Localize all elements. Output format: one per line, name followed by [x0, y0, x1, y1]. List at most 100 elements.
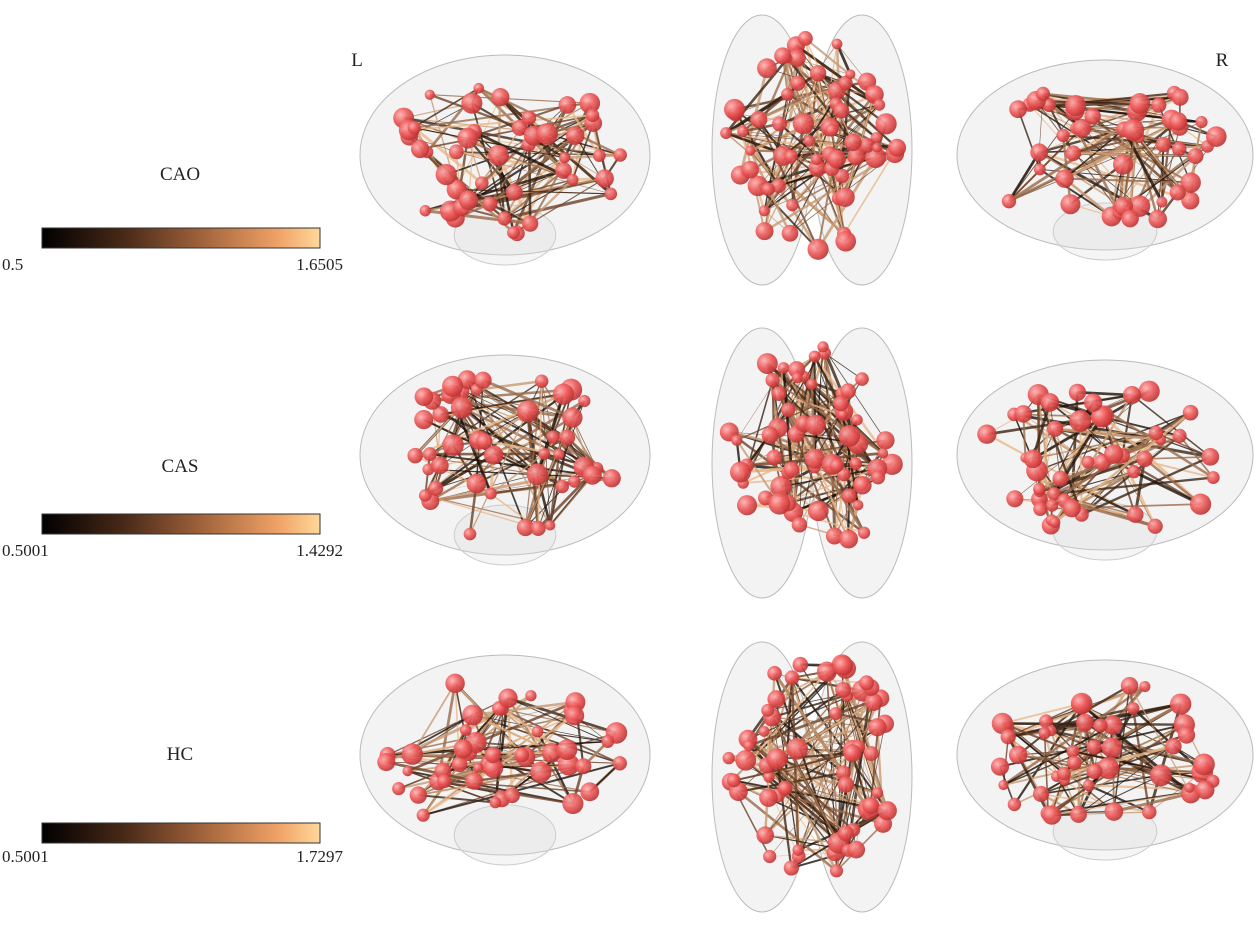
node [535, 374, 548, 387]
node [1104, 445, 1123, 464]
node [377, 753, 395, 771]
node [833, 396, 848, 411]
node [847, 841, 865, 859]
node [793, 113, 814, 134]
brain [712, 642, 912, 912]
node [553, 384, 574, 405]
node [504, 787, 520, 803]
node [1122, 119, 1144, 141]
node [1057, 767, 1071, 781]
node [476, 433, 492, 449]
node [565, 706, 585, 726]
node [514, 748, 529, 763]
node [566, 126, 584, 144]
node [838, 825, 854, 841]
node [835, 231, 856, 252]
side-label-left: L [351, 50, 363, 71]
node [482, 196, 497, 211]
node [1008, 798, 1021, 811]
node [737, 495, 757, 515]
node [778, 781, 793, 796]
node [768, 493, 790, 515]
node [559, 430, 575, 446]
node [832, 39, 843, 50]
node [786, 199, 798, 211]
node [793, 657, 809, 673]
node [763, 850, 776, 863]
node [1084, 108, 1100, 124]
node [1184, 783, 1194, 793]
node [757, 353, 778, 374]
brain [712, 328, 912, 598]
node [1139, 681, 1150, 692]
node [888, 139, 906, 157]
node [507, 226, 520, 239]
node [1009, 746, 1027, 764]
node [808, 501, 829, 522]
node [567, 174, 579, 186]
node [1195, 116, 1207, 128]
node [473, 763, 483, 773]
node [807, 239, 828, 260]
node [759, 788, 778, 807]
node [1083, 780, 1095, 792]
node [442, 376, 463, 397]
node [1173, 429, 1187, 443]
node [449, 144, 464, 159]
node [1136, 451, 1152, 467]
node [1188, 148, 1204, 164]
node [1183, 405, 1199, 421]
node [1156, 137, 1171, 152]
node [604, 188, 617, 201]
node [488, 145, 509, 166]
node [858, 527, 870, 539]
node [545, 520, 555, 530]
node [437, 774, 451, 788]
node [1148, 210, 1167, 229]
node [586, 109, 599, 122]
node [436, 164, 457, 185]
node [781, 88, 794, 101]
node [475, 176, 489, 190]
node [425, 90, 435, 100]
node [442, 434, 464, 456]
node [735, 750, 756, 771]
node [1172, 89, 1189, 106]
node [835, 682, 851, 698]
node [1121, 677, 1139, 695]
node [727, 773, 741, 787]
node [767, 666, 782, 681]
node [1169, 112, 1187, 130]
node [530, 762, 551, 783]
node [1165, 738, 1182, 755]
node [562, 793, 583, 814]
node [785, 670, 800, 685]
node [583, 466, 602, 485]
node [1009, 100, 1027, 118]
node [1156, 196, 1167, 207]
node [1148, 519, 1163, 534]
node [559, 152, 570, 163]
node [756, 826, 774, 844]
node [452, 756, 468, 772]
node [1001, 729, 1016, 744]
node [803, 135, 814, 146]
node [1053, 471, 1069, 487]
node [830, 458, 844, 472]
node [1067, 756, 1081, 770]
node [497, 211, 511, 225]
node [536, 123, 558, 145]
group-label: HC [167, 744, 193, 765]
node [553, 449, 564, 460]
node [781, 403, 795, 417]
node [1046, 499, 1059, 512]
node [737, 126, 749, 138]
node [555, 480, 569, 494]
node [1033, 786, 1049, 802]
colorbar-min: 0.5 [2, 255, 23, 274]
node [1170, 184, 1186, 200]
node [402, 766, 412, 776]
node [790, 76, 805, 91]
node [613, 756, 627, 770]
node [453, 739, 472, 758]
